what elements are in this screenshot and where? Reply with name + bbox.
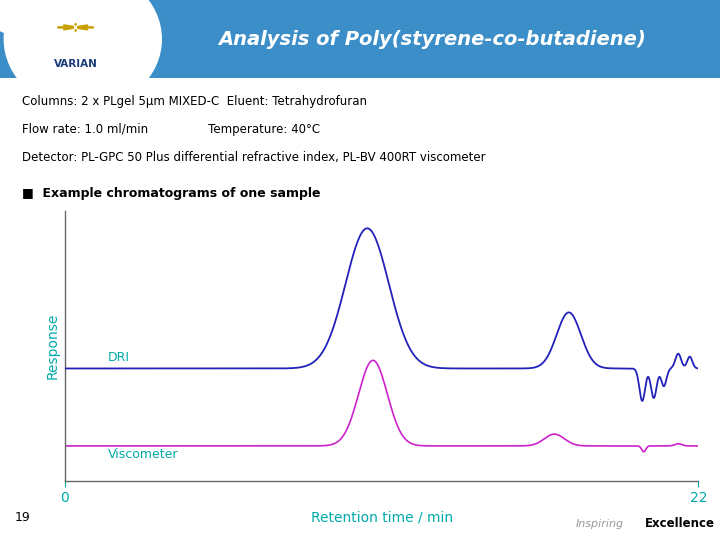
- Text: 19: 19: [14, 511, 30, 524]
- Text: Excellence: Excellence: [644, 517, 714, 530]
- Text: Inspiring: Inspiring: [576, 519, 624, 529]
- Y-axis label: Response: Response: [45, 313, 59, 379]
- Ellipse shape: [0, 0, 101, 39]
- Text: ■  Example chromatograms of one sample: ■ Example chromatograms of one sample: [22, 187, 320, 200]
- Text: Flow rate: 1.0 ml/min                Temperature: 40°C: Flow rate: 1.0 ml/min Temperature: 40°C: [22, 123, 320, 136]
- Text: Analysis of Poly(styrene-co-butadiene): Analysis of Poly(styrene-co-butadiene): [218, 30, 646, 49]
- Text: Detector: PL-GPC 50 Plus differential refractive index, PL-BV 400RT viscometer: Detector: PL-GPC 50 Plus differential re…: [22, 151, 485, 164]
- Text: VARIAN: VARIAN: [54, 59, 97, 69]
- Text: Viscometer: Viscometer: [108, 448, 179, 461]
- X-axis label: Retention time / min: Retention time / min: [310, 511, 453, 524]
- Ellipse shape: [4, 0, 162, 110]
- Text: DRI: DRI: [108, 351, 130, 364]
- Text: Columns: 2 x PLgel 5µm MIXED-C  Eluent: Tetrahydrofuran: Columns: 2 x PLgel 5µm MIXED-C Eluent: T…: [22, 94, 366, 107]
